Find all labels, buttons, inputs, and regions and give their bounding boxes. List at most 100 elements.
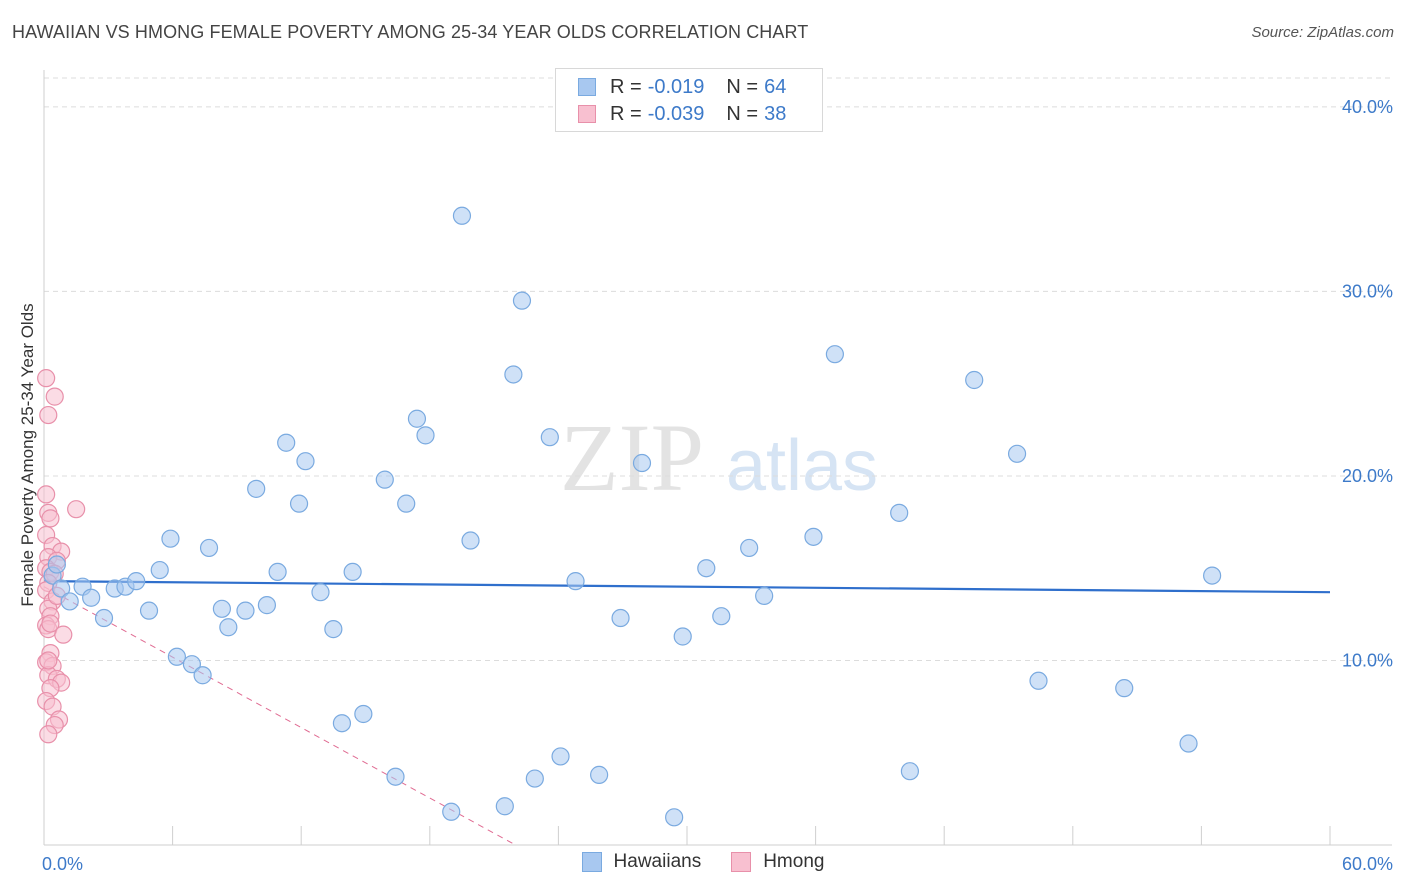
point-hawaiians bbox=[212, 599, 231, 618]
point-hawaiians bbox=[52, 579, 71, 598]
point-hawaiians bbox=[311, 583, 330, 602]
legend-n-label: N = bbox=[726, 75, 759, 98]
trend-line-hawaiians bbox=[43, 580, 1331, 594]
point-hmong bbox=[37, 369, 56, 388]
legend-n-label: N = bbox=[726, 102, 759, 125]
point-hawaiians bbox=[354, 704, 373, 724]
tick-labels: 10.0% 20.0% 30.0% 40.0% 0.0% 60.0% bbox=[42, 97, 1393, 874]
point-hmong bbox=[41, 509, 60, 528]
point-hawaiians bbox=[504, 365, 523, 384]
point-hawaiians bbox=[289, 494, 309, 513]
point-hawaiians bbox=[150, 560, 169, 580]
point-hawaiians bbox=[375, 470, 394, 489]
point-hawaiians bbox=[452, 206, 472, 225]
point-hawaiians bbox=[590, 765, 609, 784]
point-hawaiians bbox=[82, 588, 101, 607]
grid-lines bbox=[44, 77, 1392, 661]
legend-item-hmong: Hmong bbox=[731, 851, 824, 873]
point-hmong bbox=[39, 651, 58, 670]
point-hawaiians bbox=[182, 655, 201, 674]
point-hawaiians bbox=[1115, 679, 1134, 698]
legend-r-value: -0.039 bbox=[647, 102, 705, 125]
point-hmong bbox=[67, 500, 86, 519]
legend-swatch-hmong bbox=[731, 852, 752, 872]
point-hawaiians bbox=[495, 797, 514, 816]
point-hawaiians bbox=[566, 572, 585, 591]
point-hawaiians bbox=[900, 762, 920, 781]
point-hawaiians bbox=[461, 531, 480, 550]
point-hawaiians bbox=[397, 494, 416, 513]
point-hawaiians bbox=[632, 453, 652, 473]
legend-r-label: R = bbox=[610, 75, 642, 98]
point-hawaiians bbox=[236, 601, 255, 620]
legend-r-value: -0.019 bbox=[647, 75, 705, 98]
point-hawaiians bbox=[343, 562, 362, 582]
legend-label-hmong: Hmong bbox=[763, 851, 825, 872]
y-tick-label: 40.0% bbox=[1342, 97, 1393, 117]
point-hawaiians bbox=[407, 409, 427, 428]
point-hawaiians bbox=[697, 559, 716, 578]
point-hawaiians bbox=[551, 747, 570, 766]
y-tick-label: 30.0% bbox=[1342, 281, 1393, 301]
point-hawaiians bbox=[47, 555, 66, 574]
point-hawaiians bbox=[386, 767, 405, 786]
y-tick-label: 20.0% bbox=[1342, 466, 1393, 486]
point-hawaiians bbox=[167, 647, 186, 666]
point-hawaiians bbox=[890, 503, 909, 522]
point-hawaiians bbox=[540, 428, 559, 447]
point-hawaiians bbox=[673, 627, 692, 646]
point-hawaiians bbox=[139, 601, 159, 620]
legend-swatch-hawaiians bbox=[581, 852, 602, 872]
point-hmong bbox=[54, 625, 73, 644]
legend-row-hawaiians: R = -0.019 N = 64 bbox=[578, 74, 786, 100]
source-label: Source: ZipAtlas.com bbox=[1251, 24, 1394, 41]
point-hawaiians bbox=[1007, 444, 1027, 463]
point-hawaiians bbox=[257, 596, 277, 615]
point-hawaiians bbox=[332, 714, 352, 733]
point-hawaiians bbox=[416, 426, 435, 445]
point-hawaiians bbox=[127, 572, 146, 591]
point-hawaiians bbox=[825, 345, 844, 364]
point-hawaiians bbox=[804, 527, 823, 546]
stats-legend: R = -0.019 N = 64 R = -0.039 N = 38 bbox=[555, 68, 823, 132]
axes bbox=[43, 70, 1392, 846]
point-hawaiians bbox=[755, 586, 774, 605]
point-hawaiians bbox=[199, 538, 219, 558]
legend-row-hmong: R = -0.039 N = 38 bbox=[578, 101, 786, 127]
point-hawaiians bbox=[1203, 566, 1222, 585]
point-hawaiians bbox=[247, 479, 266, 498]
point-hawaiians bbox=[161, 529, 180, 548]
point-hawaiians bbox=[442, 802, 461, 821]
legend-label-hawaiians: Hawaiians bbox=[613, 851, 702, 872]
legend-swatch-hawaiians bbox=[578, 78, 596, 96]
point-hmong bbox=[39, 725, 58, 744]
y-axis-title: Female Poverty Among 25-34 Year Olds bbox=[18, 303, 37, 606]
data-points bbox=[37, 206, 1222, 827]
point-hawaiians bbox=[94, 608, 114, 628]
legend-item-hawaiians: Hawaiians bbox=[581, 851, 702, 873]
legend-swatch-hmong bbox=[578, 105, 596, 123]
point-hawaiians bbox=[512, 291, 532, 310]
point-hawaiians bbox=[268, 562, 287, 582]
point-hmong bbox=[45, 387, 64, 406]
point-hawaiians bbox=[712, 607, 731, 626]
point-hawaiians bbox=[1029, 671, 1048, 690]
watermark-zip: ZIP bbox=[560, 404, 704, 511]
page-title: HAWAIIAN VS HMONG FEMALE POVERTY AMONG 2… bbox=[12, 22, 809, 42]
watermark-atlas: atlas bbox=[726, 426, 878, 506]
x-tick-label-max: 60.0% bbox=[1342, 854, 1393, 874]
point-hawaiians bbox=[219, 618, 238, 637]
point-hawaiians bbox=[277, 433, 296, 452]
legend-n-value: 64 bbox=[764, 75, 787, 98]
trend-line-hmong bbox=[43, 586, 516, 846]
point-hawaiians bbox=[324, 620, 343, 639]
point-hawaiians bbox=[965, 370, 984, 390]
watermark: ZIP atlas bbox=[560, 404, 878, 511]
point-hawaiians bbox=[1179, 734, 1198, 753]
legend-n-value: 38 bbox=[764, 102, 787, 125]
point-hawaiians bbox=[740, 538, 759, 558]
point-hawaiians bbox=[60, 592, 79, 611]
point-hmong bbox=[41, 614, 60, 633]
point-hawaiians bbox=[296, 452, 315, 471]
